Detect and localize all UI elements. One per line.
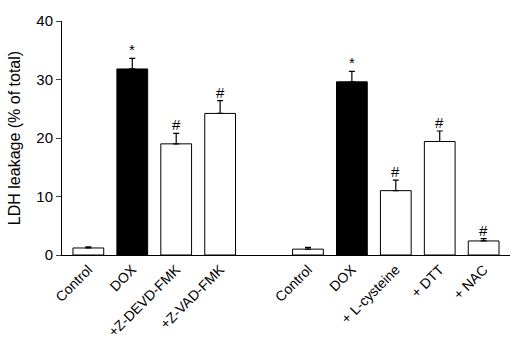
svg-text:+ DTT: + DTT xyxy=(408,261,447,300)
svg-text:DOX: DOX xyxy=(107,261,140,294)
svg-text:*: * xyxy=(349,54,355,71)
svg-text:#: # xyxy=(172,116,181,133)
svg-text:0: 0 xyxy=(45,246,53,263)
svg-text:30: 30 xyxy=(36,71,53,88)
svg-text:+ NAC: + NAC xyxy=(450,262,491,303)
svg-text:LDH leakage (% of total): LDH leakage (% of total) xyxy=(6,51,23,225)
svg-text:#: # xyxy=(216,84,225,101)
svg-text:#: # xyxy=(391,163,400,180)
svg-text:+ L-cysteine: + L-cysteine xyxy=(338,261,403,326)
svg-text:+Z-VAD-FMK: +Z-VAD-FMK xyxy=(157,261,228,332)
svg-text:Control: Control xyxy=(272,262,315,305)
svg-text:40: 40 xyxy=(36,12,53,29)
svg-text:10: 10 xyxy=(36,188,53,205)
svg-text:Control: Control xyxy=(52,262,95,305)
svg-text:#: # xyxy=(479,222,488,239)
svg-text:20: 20 xyxy=(36,129,53,146)
svg-text:*: * xyxy=(129,41,135,58)
svg-text:+Z-DEVD-FMK: +Z-DEVD-FMK xyxy=(105,261,184,340)
svg-text:#: # xyxy=(435,114,444,131)
svg-text:DOX: DOX xyxy=(326,261,359,294)
